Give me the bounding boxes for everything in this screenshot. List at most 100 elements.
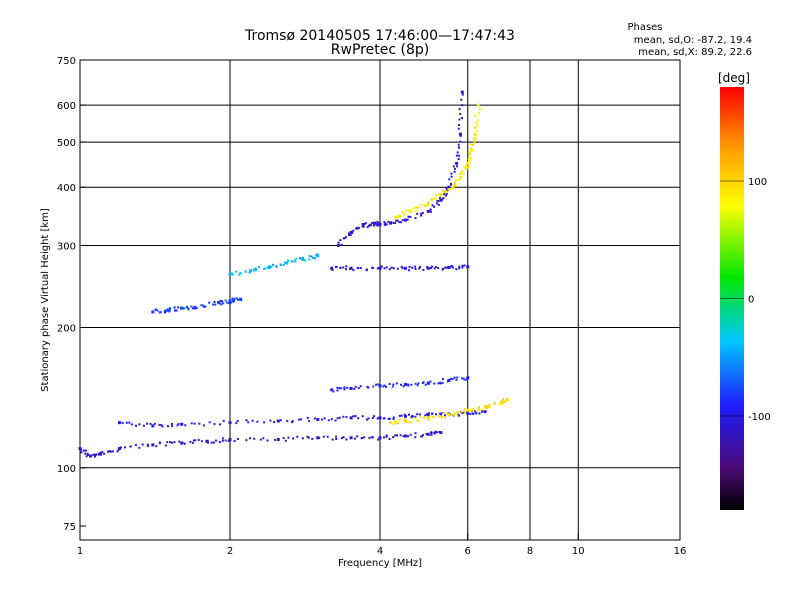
data-point [444,416,447,419]
data-point [354,385,357,388]
data-point [231,273,234,276]
data-point [438,196,441,199]
data-point [488,405,491,408]
data-point [307,436,310,439]
data-point [493,403,496,406]
data-point [345,438,348,441]
data-point [433,205,436,208]
data-point [461,266,464,269]
data-point [444,194,447,197]
data-point [86,452,89,455]
data-point [458,154,461,157]
data-point [439,198,443,202]
data-point [483,410,487,414]
data-point [336,417,339,420]
data-point [296,435,299,438]
data-point [282,437,285,440]
data-point [166,308,170,312]
data-point [475,129,478,132]
data-point [441,381,444,384]
data-point [367,417,370,420]
data-point [407,413,410,416]
data-point [421,211,424,214]
x-tick-label: 10 [572,546,585,557]
data-point [332,390,335,393]
data-point [173,309,176,312]
data-point [385,266,388,269]
data-point [503,401,506,404]
x-tick-label: 8 [527,546,533,557]
data-point [434,413,437,416]
data-point [444,266,447,269]
data-point [435,194,438,197]
data-point [470,148,473,151]
data-point [316,254,320,258]
data-point [416,419,419,422]
data-point [420,214,423,217]
data-point [464,167,467,170]
data-point [398,214,401,217]
data-point [212,441,215,444]
data-point [387,220,390,223]
data-point [336,243,340,247]
data-point [383,417,386,420]
data-point [433,382,436,385]
data-point [458,265,461,268]
data-point [245,439,248,442]
data-point [413,417,416,420]
data-point [407,435,410,438]
data-point [475,412,478,415]
data-point [471,143,474,146]
data-point [220,303,223,306]
data-point [472,409,475,412]
data-point [208,301,211,304]
data-point [273,421,276,424]
data-point [193,422,196,425]
data-point [424,204,427,207]
data-point [458,132,462,136]
data-point [279,419,282,422]
data-point [408,269,411,272]
data-point [366,226,369,229]
data-point [180,422,184,426]
data-point [190,422,193,425]
data-point [435,202,438,205]
data-point [461,104,464,107]
data-point [418,413,421,416]
data-point [392,416,395,419]
data-point [466,408,470,412]
data-point [402,385,405,388]
data-point [306,416,309,419]
data-point [394,434,397,437]
data-point [466,167,469,170]
data-point [396,434,399,437]
data-point [349,436,353,440]
data-point [407,209,410,212]
data-point [383,436,386,439]
data-point [383,223,386,226]
data-point [392,267,395,270]
data-point [371,266,374,269]
data-point [466,161,470,165]
data-point [154,308,157,311]
data-point [343,237,346,240]
data-point [392,221,395,224]
data-point [454,179,457,182]
data-point [377,438,380,441]
x-tick-label: 16 [674,546,687,557]
data-point [416,413,419,416]
data-point [238,273,241,276]
data-point [448,178,451,181]
data-point [151,424,155,428]
data-point [372,224,375,227]
data-point [478,408,481,411]
data-point [161,425,164,428]
y-tick-label: 75 [63,522,76,533]
data-point [361,436,364,439]
data-point [84,449,87,452]
data-point [254,267,257,270]
data-point [146,422,149,425]
data-point [433,267,436,270]
data-point [206,441,209,444]
data-point [444,414,447,417]
